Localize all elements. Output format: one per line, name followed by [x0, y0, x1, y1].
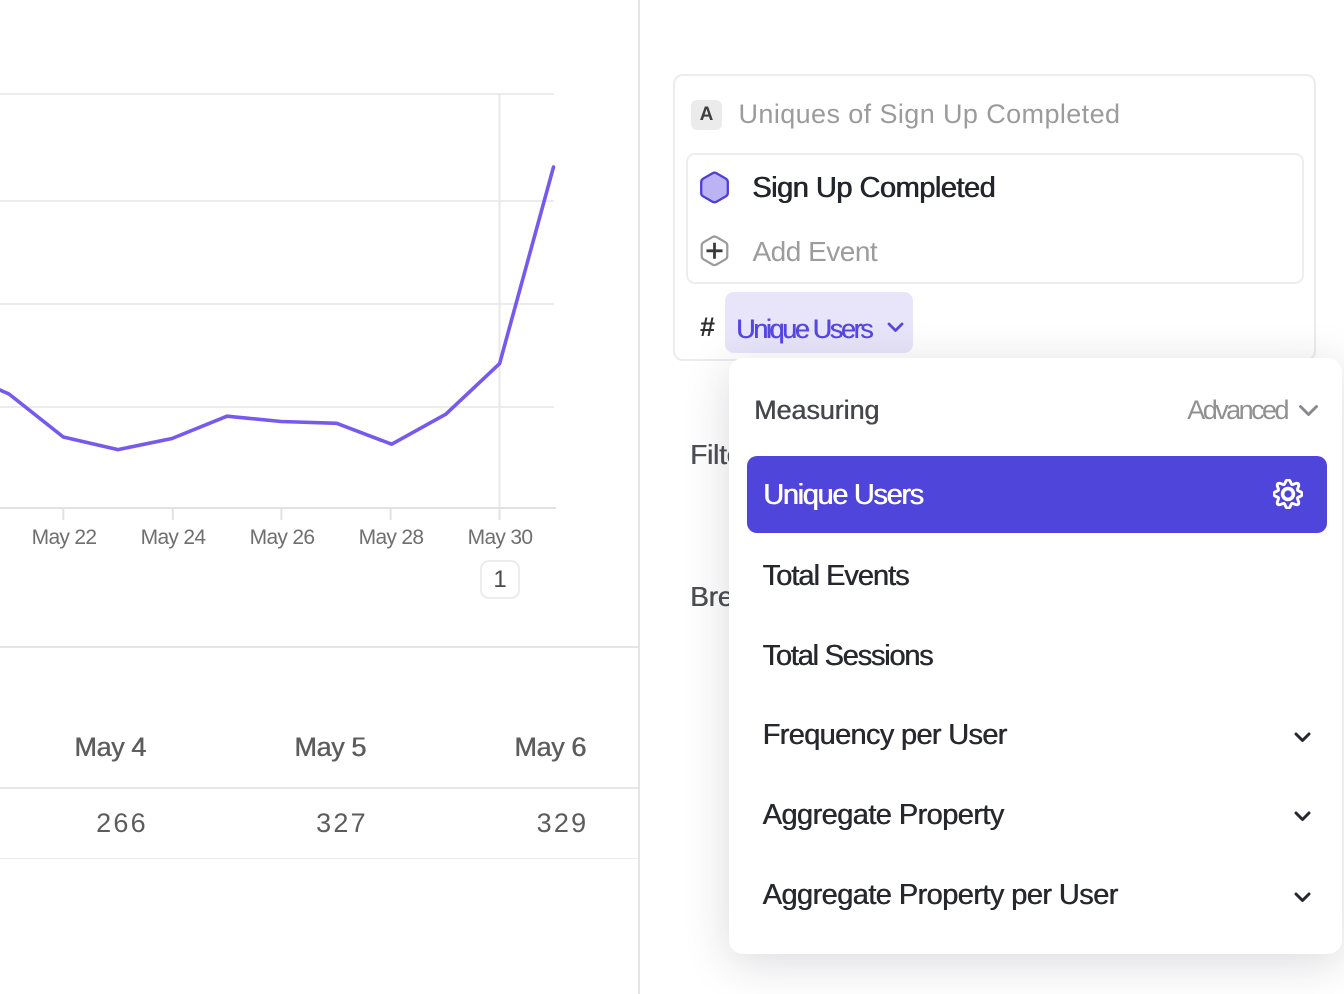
svg-text:May 26: May 26: [250, 526, 315, 549]
svg-text:May 28: May 28: [359, 526, 424, 549]
svg-text:May 22: May 22: [32, 526, 97, 549]
svg-text:May 30: May 30: [468, 526, 533, 549]
svg-text:May 24: May 24: [141, 526, 207, 549]
